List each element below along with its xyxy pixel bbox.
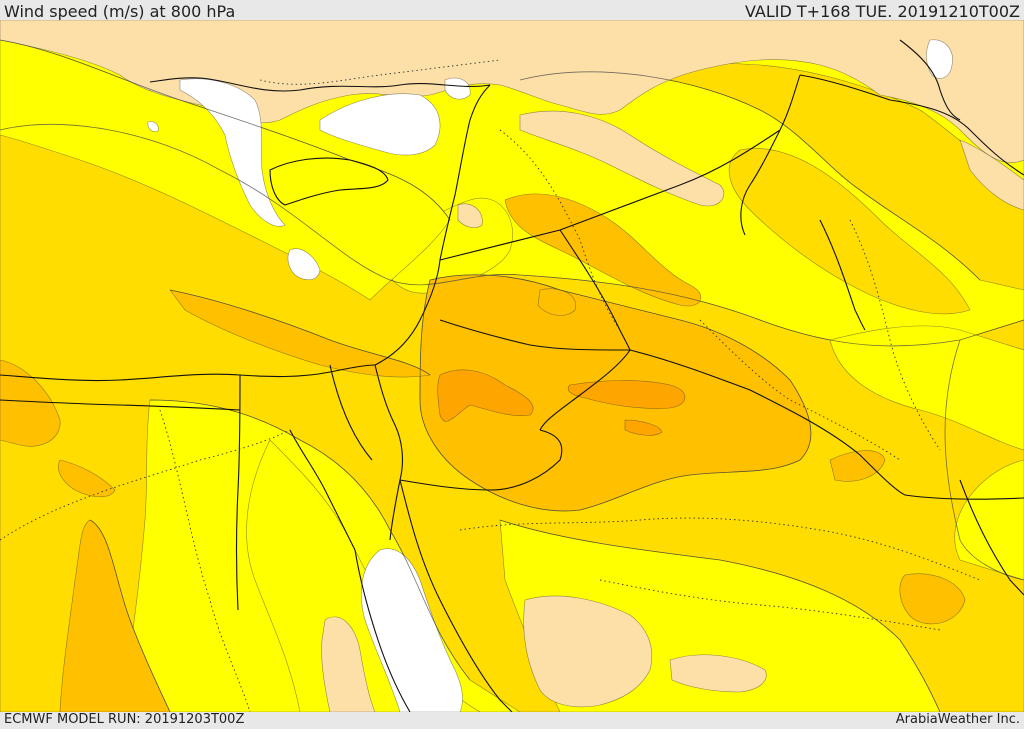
zone-light-lebanon — [457, 203, 483, 229]
zone-strong-libya — [0, 359, 61, 447]
zone-fresh-northeast — [728, 148, 971, 315]
province-border-2 — [159, 409, 251, 712]
zone-light-northeast — [959, 139, 1024, 211]
province-border-4 — [599, 579, 941, 631]
zone-light-north — [0, 20, 1024, 163]
border-iran-iraq — [740, 129, 781, 236]
coastline-north-caspian — [899, 39, 961, 121]
border-kuwait-gulf — [904, 494, 1024, 500]
zone-very-strong-jordan — [437, 369, 534, 422]
coastline-gulf-of-suez — [289, 429, 356, 551]
border-egypt-libya — [235, 374, 241, 611]
zone-calm-islet-2 — [147, 121, 159, 132]
zone-calm-caspian — [926, 39, 953, 79]
zone-calm-aegean — [319, 93, 441, 156]
zone-strong-egypt — [58, 459, 116, 498]
contour-line-6 — [169, 289, 431, 376]
zone-strong-gulf — [829, 450, 886, 482]
province-borders — [0, 59, 981, 712]
zone-light-arabia-southeast — [669, 654, 767, 693]
border-arabia-west — [329, 364, 373, 461]
border-saudi-north — [399, 429, 563, 491]
province-border-8 — [849, 219, 941, 451]
header-bar: Wind speed (m/s) at 800 hPa VALID T+168 … — [0, 0, 1024, 22]
contour-line-4 — [499, 519, 941, 712]
zone-moderate-east — [829, 325, 1024, 451]
model-run: ECMWF MODEL RUN: 20191203T00Z — [4, 712, 245, 727]
province-border-6 — [259, 59, 501, 85]
border-iran-west — [799, 74, 1024, 176]
map-title: Wind speed (m/s) at 800 hPa — [4, 2, 236, 21]
wind-speed-map — [0, 20, 1024, 712]
zone-light-red-sea-west — [321, 616, 376, 712]
coastline-anatolia — [149, 77, 491, 92]
credit: ArabiaWeather Inc. — [895, 712, 1020, 727]
border-syria-iraq — [559, 229, 631, 351]
zone-calm-cyprus-sea — [179, 78, 286, 227]
contour-lines — [0, 39, 1024, 712]
border-jordan — [439, 319, 632, 431]
contour-line-9 — [944, 339, 1024, 581]
contour-line-1 — [0, 123, 1024, 347]
zone-very-strong-iraq-small — [624, 419, 663, 436]
contour-line-5 — [519, 71, 981, 281]
zone-light-arabia-center — [523, 595, 653, 708]
province-border-7 — [699, 319, 901, 461]
zone-light-central-north — [519, 110, 725, 207]
contour-line-2 — [419, 274, 812, 512]
coastline-red-sea-east — [399, 479, 513, 712]
coastline-cyprus — [269, 157, 389, 206]
coastline-levant — [374, 84, 491, 366]
zone-strong-saudi-east — [899, 573, 966, 625]
border-iraq-saudi — [629, 349, 906, 496]
zone-calm-red-sea — [361, 548, 463, 712]
border-turkey-syria — [439, 74, 801, 261]
valid-time: VALID T+168 TUE. 20191210T00Z — [744, 2, 1020, 21]
footer-bar: ECMWF MODEL RUN: 20191203T00Z ArabiaWeat… — [0, 712, 1024, 729]
coastline-north-africa — [0, 364, 376, 382]
border-egypt-sudan — [0, 399, 241, 411]
zone-calm-turkey-coast — [444, 77, 471, 100]
coastline-red-sea-west — [354, 549, 411, 712]
country-borders — [0, 39, 1024, 712]
coastline-sinai-aqaba — [374, 364, 404, 541]
zone-calm-islet-1 — [287, 248, 321, 280]
contour-line-8 — [0, 39, 451, 221]
coastline-gulf-west — [819, 219, 866, 331]
coastline-gulf-east — [959, 479, 1024, 596]
contour-line-7 — [89, 519, 171, 712]
